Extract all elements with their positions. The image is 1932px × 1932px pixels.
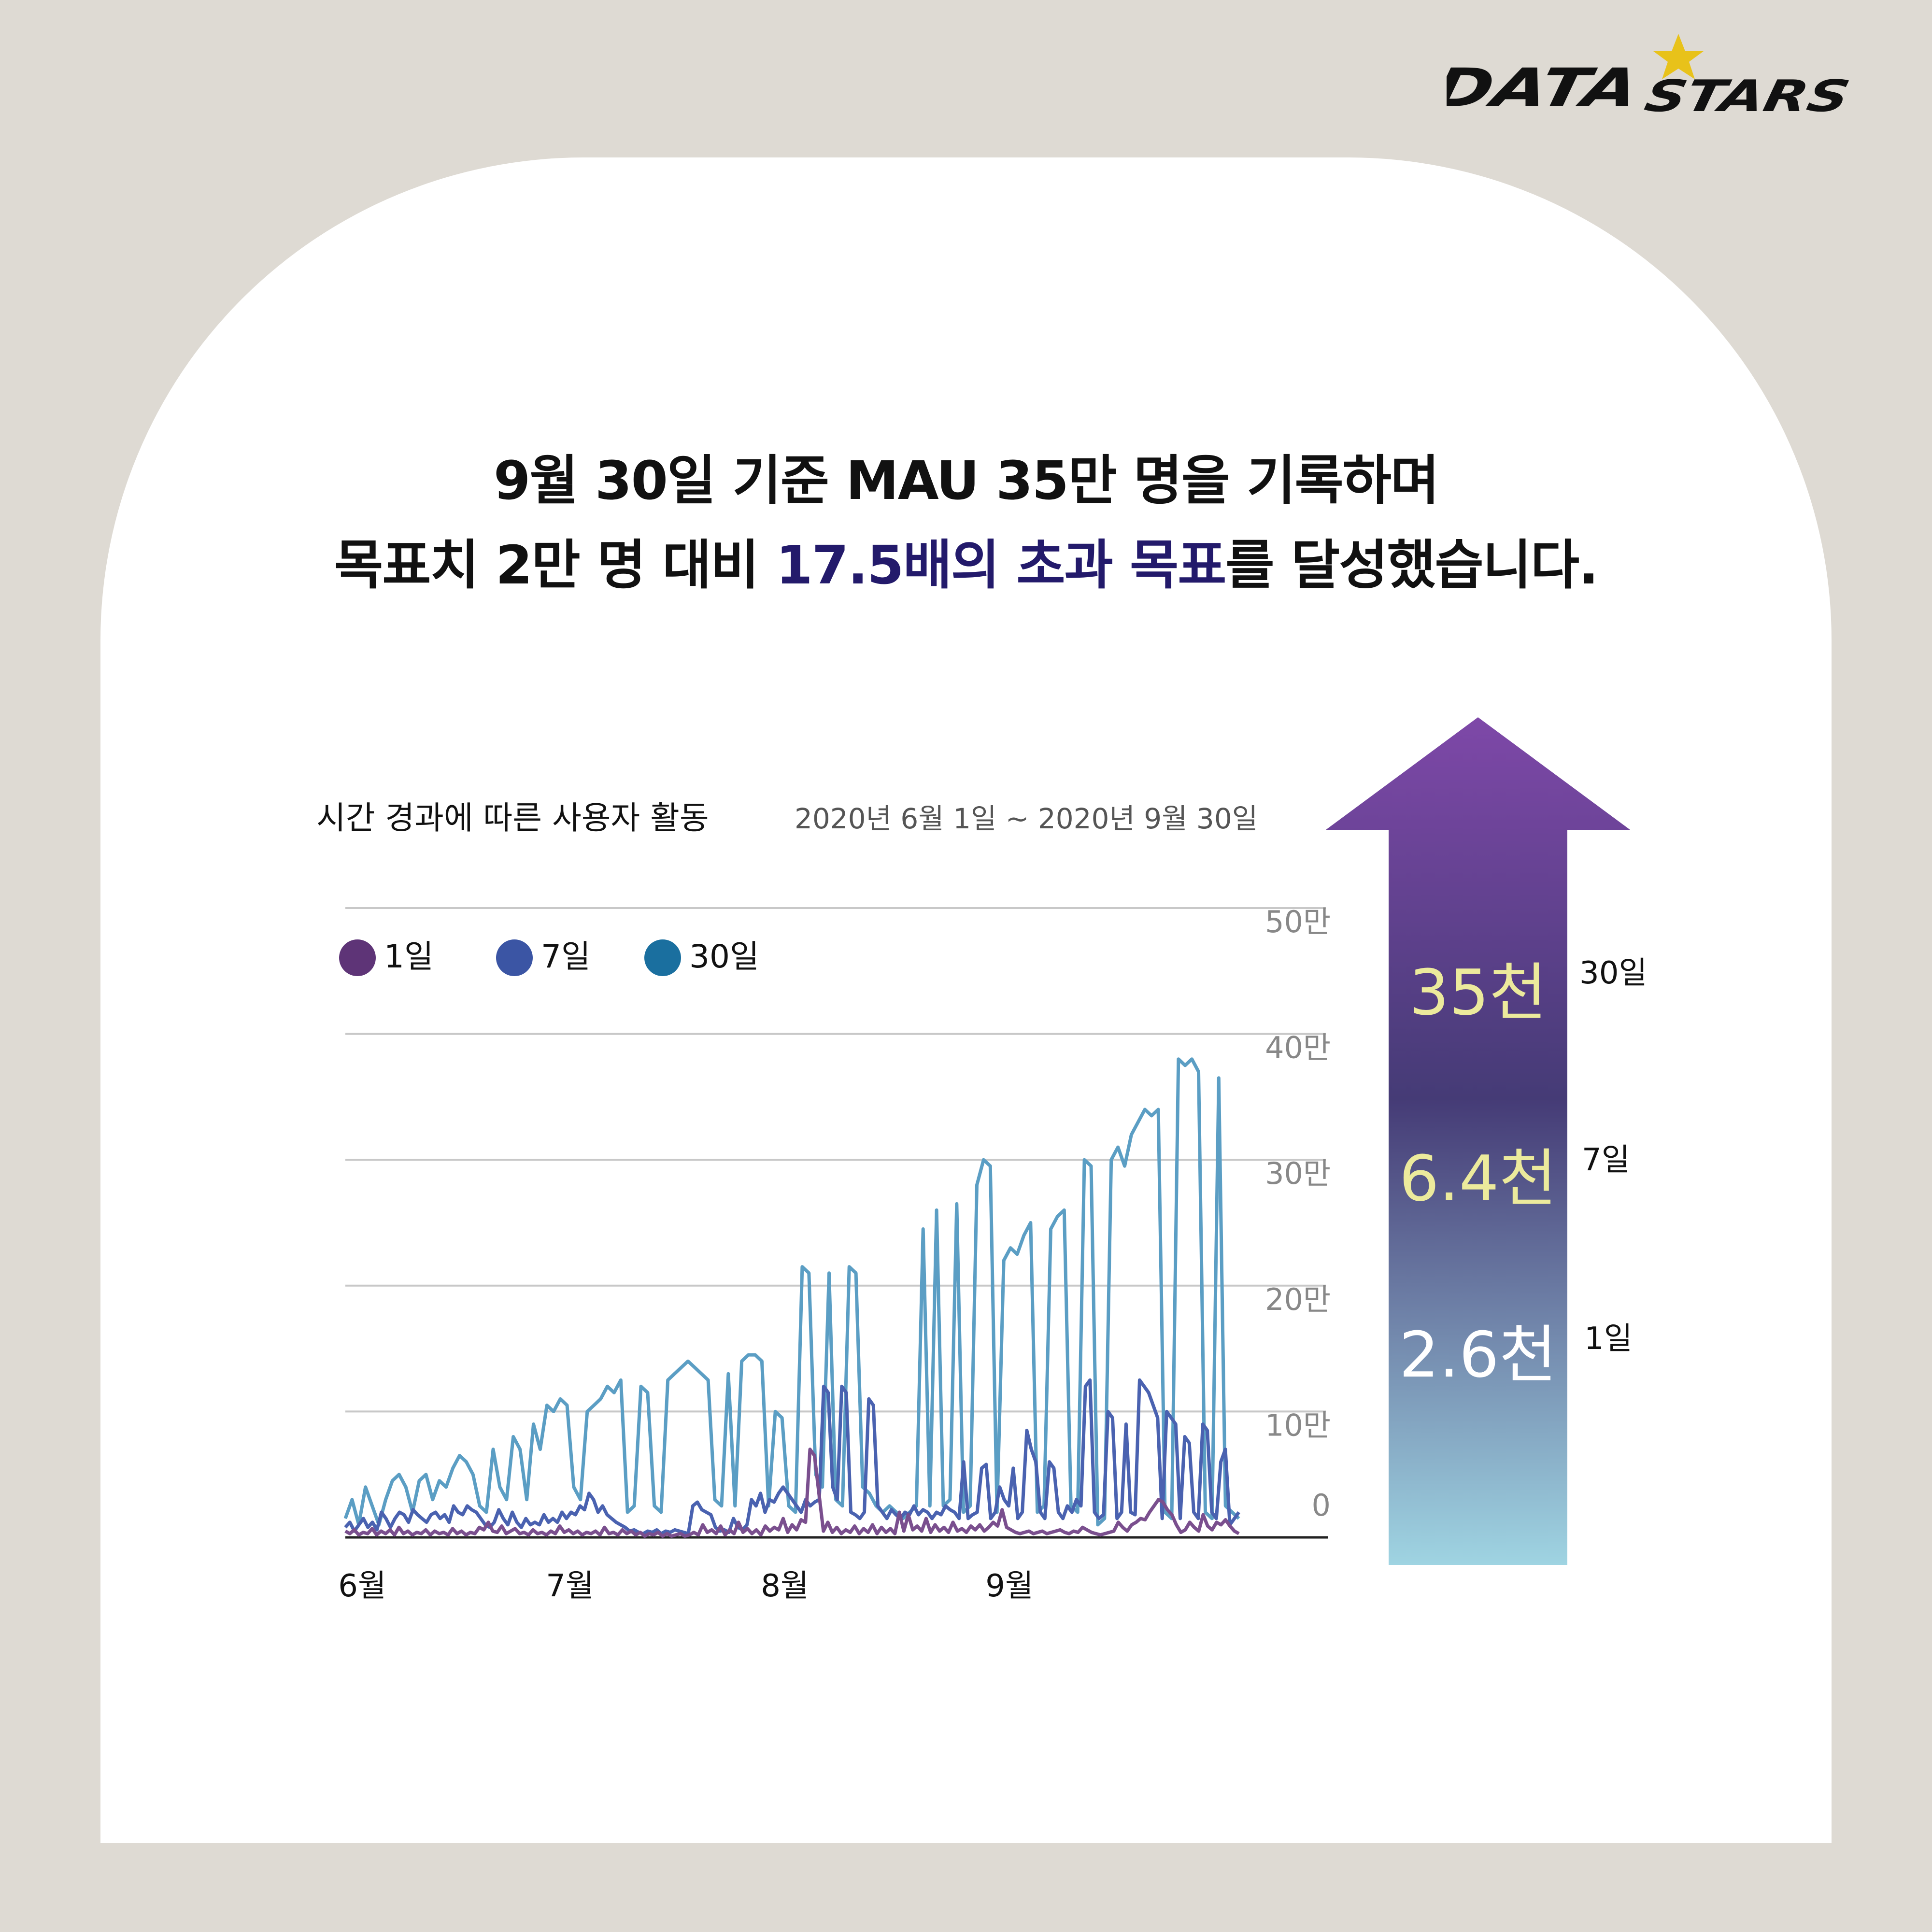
- star-icon: [1653, 34, 1704, 79]
- chart-subtitle: 2020년 6월 1일 ~ 2020년 9월 30일: [795, 802, 1258, 835]
- series-line-30d: [343, 1057, 1240, 1527]
- x-tick-label: 7월: [546, 1568, 594, 1604]
- logo-word-data: DATA: [1447, 57, 1645, 119]
- headline-highlight: 17.5배의 초과 목표: [776, 534, 1226, 596]
- x-tick-label: 6월: [338, 1568, 386, 1604]
- headline-line-2: 목표치 2만 명 대비 17.5배의 초과 목표를 달성했습니다.: [0, 522, 1932, 599]
- y-tick-label: 20만: [1265, 1282, 1331, 1317]
- arrow-value-1d: 2.6천: [1399, 1318, 1557, 1392]
- headline-line-1: 9월 30일 기준 MAU 35만 명을 기록하며: [493, 450, 1439, 511]
- y-tick-label: 40만: [1265, 1030, 1331, 1065]
- arrow-label-1d: 1일: [1584, 1321, 1633, 1357]
- datastars-logo: DATA STARS: [1447, 34, 1854, 122]
- arrow-label-7d: 7일: [1582, 1142, 1630, 1178]
- legend-label: 7일: [541, 938, 591, 975]
- arrow-value-30d: 35천: [1409, 956, 1547, 1029]
- x-tick-label: 8월: [761, 1568, 809, 1604]
- headline-line-2-post: 를 달성했습니다.: [1225, 534, 1598, 596]
- y-tick-label: 0: [1312, 1488, 1331, 1523]
- y-tick-label: 50만: [1265, 904, 1331, 939]
- series-line-1d: [344, 1448, 1240, 1538]
- chart-title: 시간 경과에 따른 사용자 활동: [316, 799, 709, 837]
- legend-marker: [339, 939, 376, 976]
- y-tick-label: 10만: [1265, 1407, 1331, 1443]
- growth-arrow-shape: [1326, 717, 1630, 1565]
- series-line-7d: [344, 1378, 1240, 1535]
- legend-label: 30일: [689, 938, 759, 975]
- legend-marker: [496, 939, 533, 976]
- arrow-label-30d: 30일: [1579, 955, 1648, 991]
- logo-word-stars: STARS: [1640, 71, 1854, 122]
- legend-label: 1일: [384, 938, 434, 975]
- headline-line-2-pre: 목표치 2만 명 대비: [334, 534, 776, 596]
- x-tick-label: 9월: [985, 1568, 1034, 1604]
- legend-marker: [644, 939, 681, 976]
- y-tick-label: 30만: [1265, 1156, 1331, 1191]
- arrow-value-7d: 6.4천: [1399, 1142, 1557, 1215]
